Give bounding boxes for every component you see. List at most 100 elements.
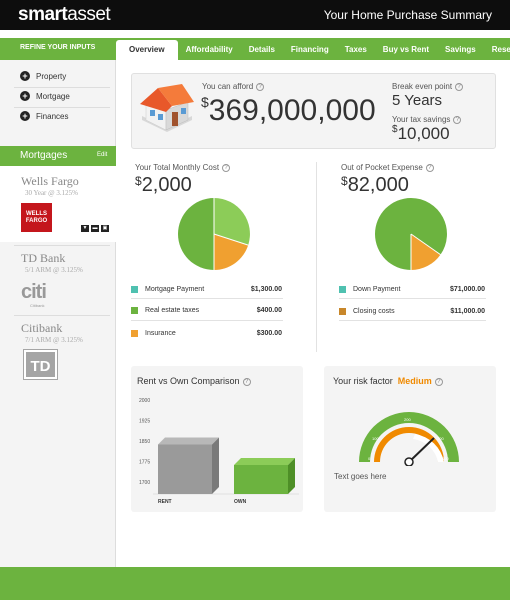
delete-icon[interactable]: ▣ xyxy=(101,225,109,232)
tab-taxes[interactable]: Taxes xyxy=(344,45,367,54)
legend-label: Real estate taxes xyxy=(145,307,200,314)
tab-affordability[interactable]: Affordability xyxy=(185,45,233,54)
bar-side-own xyxy=(288,458,295,494)
tax-savings-amount: 10,000 xyxy=(397,124,450,143)
tab-overview[interactable]: Overview xyxy=(116,40,178,60)
y-tick-label: 1850 xyxy=(139,439,150,445)
pie-slice-closing-costs xyxy=(411,234,441,270)
rent-vs-own-chart: 2000 1925 1850 1775 1700 RENT OWN xyxy=(139,398,299,505)
help-icon[interactable]: ? xyxy=(256,82,265,91)
tab-buy-vs-rent[interactable]: Buy vs Rent xyxy=(382,45,430,54)
bank-name[interactable]: TD Bank xyxy=(21,251,66,265)
legend-amount: $71,000.00 xyxy=(449,286,485,293)
sidebar-item-finances[interactable]: + Finances xyxy=(20,111,68,121)
y-tick-label: 1925 xyxy=(139,419,150,425)
tab-savings[interactable]: Savings xyxy=(445,45,476,54)
gauge-tick-200: 200 xyxy=(404,417,411,422)
mortgages-header xyxy=(0,146,116,166)
top-bar xyxy=(0,0,510,30)
afford-amount-value: 369,000,000 xyxy=(208,94,376,127)
legend-row-mortgage-payment: Mortgage Payment xyxy=(131,286,204,293)
afford-label-text: You can afford xyxy=(202,82,254,91)
sidebar-item-mortgage[interactable]: + Mortgage xyxy=(20,91,70,101)
help-icon[interactable]: ? xyxy=(242,377,251,386)
risk-title-text: Your risk factor xyxy=(333,376,393,386)
pie-slice-insurance xyxy=(214,234,249,270)
gauge-tick-400: 400 xyxy=(442,456,449,461)
legend-row-down-payment: Down Payment xyxy=(339,286,400,293)
logo-light: asset xyxy=(67,4,111,25)
help-icon[interactable]: ? xyxy=(222,163,231,172)
tab-details[interactable]: Details xyxy=(248,45,275,54)
sidebar-item-property[interactable]: + Property xyxy=(20,71,66,81)
bar-top-own xyxy=(234,458,295,465)
wells-fargo-logo: WELLS FARGO xyxy=(21,203,52,232)
edit-link[interactable]: Edit xyxy=(97,152,108,158)
break-even-label-text: Break even point xyxy=(392,82,453,91)
selected-pointer xyxy=(116,198,123,212)
legend-swatch xyxy=(131,307,138,314)
legend-swatch xyxy=(131,330,138,337)
dollar-sign: $ xyxy=(135,174,142,188)
legend-swatch xyxy=(339,308,346,315)
legend-swatch xyxy=(339,286,346,293)
compare-icon[interactable]: ▬ xyxy=(91,225,99,232)
citi-logo: citi xyxy=(21,281,47,303)
divider xyxy=(14,245,110,246)
legend-row-insurance: Insurance xyxy=(131,330,176,337)
bank-name[interactable]: Citibank xyxy=(21,321,63,335)
legend-amount: $1,300.00 xyxy=(250,286,282,293)
break-even-label: Break even point? xyxy=(392,82,464,91)
sidebar-item-label: Mortgage xyxy=(36,91,70,101)
logo[interactable]: smartasset xyxy=(18,4,111,26)
tab-research[interactable]: Research xyxy=(491,45,510,54)
oop-pie-chart xyxy=(375,198,447,270)
tax-savings-value: $10,000 xyxy=(392,124,450,144)
divider xyxy=(131,320,283,321)
y-tick-label: 1775 xyxy=(139,460,150,466)
bar-rent xyxy=(158,444,212,494)
gauge-tick-0: 0 xyxy=(368,456,371,461)
tax-savings-label-text: Your tax savings xyxy=(392,115,451,124)
divider xyxy=(339,298,486,299)
pie-slice-mortgage-payment xyxy=(178,198,214,270)
help-icon[interactable]: ? xyxy=(434,377,443,386)
bank-rate: 30 Year @ 3.125% xyxy=(25,189,78,197)
divider xyxy=(14,315,110,316)
oop-total-value: 82,000 xyxy=(347,174,409,196)
legend-row-closing-costs: Closing costs xyxy=(339,308,395,315)
expand-icon[interactable]: ▼ xyxy=(81,225,89,232)
break-even-value: 5 Years xyxy=(392,92,443,109)
plus-icon: + xyxy=(20,91,30,101)
bank-rate: 5/1 ARM @ 3.125% xyxy=(25,266,83,274)
tab-financing[interactable]: Financing xyxy=(290,45,329,54)
risk-note: Text goes here xyxy=(334,472,387,481)
bank-rate: 7/1 ARM @ 3.125% xyxy=(25,336,83,344)
help-icon[interactable]: ? xyxy=(455,82,464,91)
dollar-sign: $ xyxy=(392,124,398,135)
sidebar xyxy=(0,60,116,567)
legend-amount: $11,000.00 xyxy=(450,308,485,315)
help-icon[interactable]: ? xyxy=(453,115,462,124)
logo-bold: smart xyxy=(18,4,68,25)
divider xyxy=(14,107,110,108)
afford-amount: $369,000,000 xyxy=(201,94,376,128)
dollar-sign: $ xyxy=(201,94,209,110)
dollar-sign: $ xyxy=(341,174,348,188)
help-icon[interactable]: ? xyxy=(425,163,434,172)
bar-own xyxy=(234,465,288,494)
tax-savings-label: Your tax savings? xyxy=(392,115,462,124)
risk-panel xyxy=(324,366,496,512)
divider xyxy=(131,298,283,299)
oop-title: Out of Pocket Expense? xyxy=(341,163,434,172)
rent-vs-own-title: Rent vs Own Comparison? xyxy=(137,376,251,386)
footer-bar xyxy=(0,567,510,600)
legend-swatch xyxy=(131,286,138,293)
page-title: Your Home Purchase Summary xyxy=(323,8,492,22)
refine-inputs-label: REFINE YOUR INPUTS xyxy=(20,44,96,51)
risk-title: Your risk factor Medium? xyxy=(333,376,443,386)
divider xyxy=(14,87,110,88)
afford-panel xyxy=(131,73,496,149)
y-tick-label: 2000 xyxy=(139,398,150,404)
oop-total: $82,000 xyxy=(341,174,409,197)
